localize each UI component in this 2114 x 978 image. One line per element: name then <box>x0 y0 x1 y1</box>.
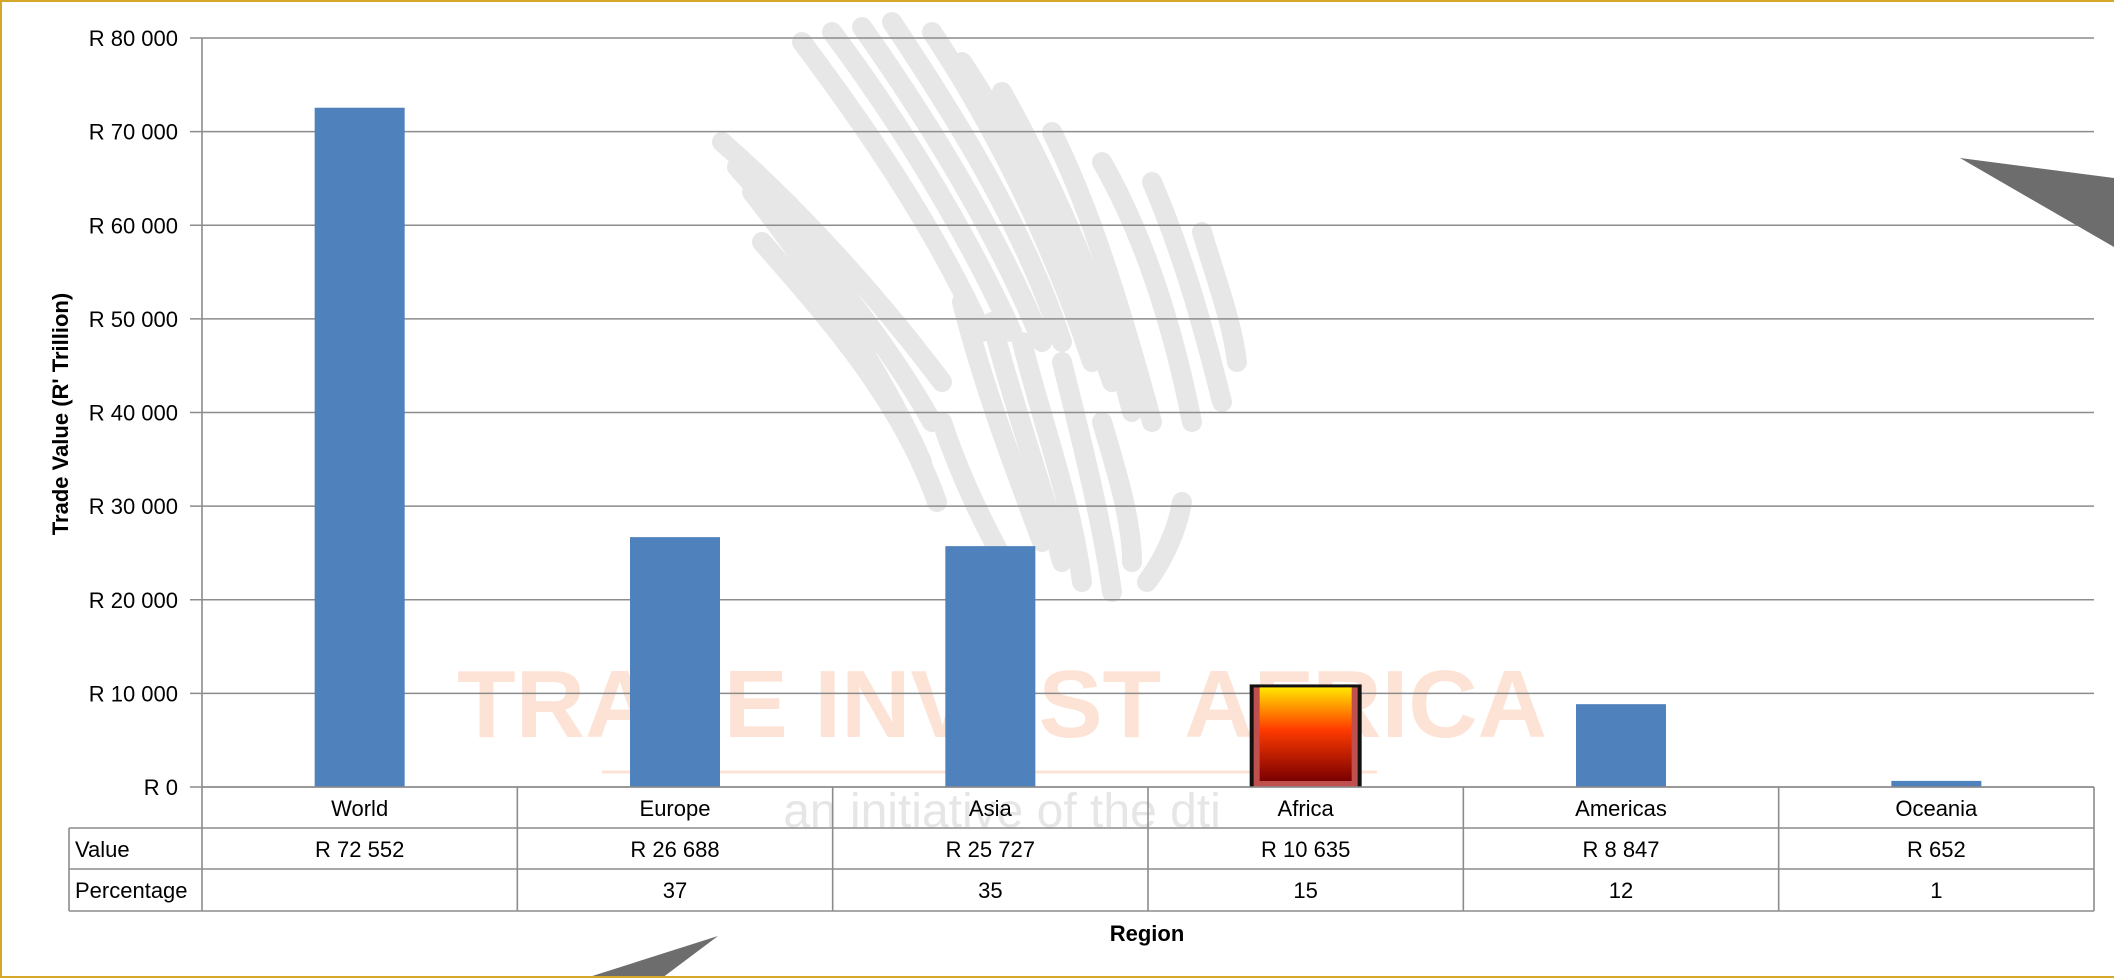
y-tick-label: R 20 000 <box>89 588 178 613</box>
decorative-triangle-bottom <box>592 936 718 976</box>
y-tick-label: R 0 <box>144 775 178 800</box>
y-tick-label: R 70 000 <box>89 120 178 145</box>
table-cell: 37 <box>663 878 687 903</box>
table-cell: 12 <box>1609 878 1633 903</box>
bar-americas <box>1576 704 1666 787</box>
decorative-triangle-top <box>1960 158 2114 247</box>
table-cell: 15 <box>1293 878 1317 903</box>
table-cell: R 26 688 <box>630 837 719 862</box>
x-axis-title: Region <box>1110 921 1185 946</box>
y-tick-label: R 80 000 <box>89 26 178 51</box>
bar-asia <box>945 546 1036 787</box>
x-tick-label: World <box>331 796 388 821</box>
table-cell: R 25 727 <box>946 837 1035 862</box>
y-tick-label: R 10 000 <box>89 681 178 706</box>
y-tick-label: R 40 000 <box>89 401 178 426</box>
x-tick-label: Asia <box>969 796 1013 821</box>
table-cell: R 652 <box>1907 837 1966 862</box>
table-cell: R 72 552 <box>315 837 404 862</box>
bar-africa <box>1259 687 1352 781</box>
x-tick-label: Americas <box>1575 796 1667 821</box>
data-table: World Europe Asia Africa Americas Oceania Valu… <box>68 786 2095 912</box>
bar-oceania <box>1891 780 1982 787</box>
y-tick-label: R 30 000 <box>89 494 178 519</box>
x-tick-label: Oceania <box>1895 796 1978 821</box>
table-row-label: Value <box>75 837 130 862</box>
y-axis-ticks: R 0 R 10 000 R 20 000 R 30 000 R 40 000 R 50 … <box>89 26 178 800</box>
table-row-label: Percentage <box>75 878 188 903</box>
x-tick-label: Europe <box>640 796 711 821</box>
x-tick-label: Africa <box>1278 796 1335 821</box>
y-axis-title: Trade Value (R' Trillion) <box>48 293 73 535</box>
bar-europe <box>630 537 720 787</box>
table-cell: R 10 635 <box>1261 837 1350 862</box>
table-cell: 1 <box>1930 878 1942 903</box>
bars <box>314 107 1982 787</box>
y-tick-label: R 60 000 <box>89 213 178 238</box>
table-cell: 35 <box>978 878 1002 903</box>
y-tick-label: R 50 000 <box>89 307 178 332</box>
bar-world <box>314 107 405 787</box>
table-cell: R 8 847 <box>1582 837 1659 862</box>
watermark-africa-logo <box>712 12 1247 602</box>
